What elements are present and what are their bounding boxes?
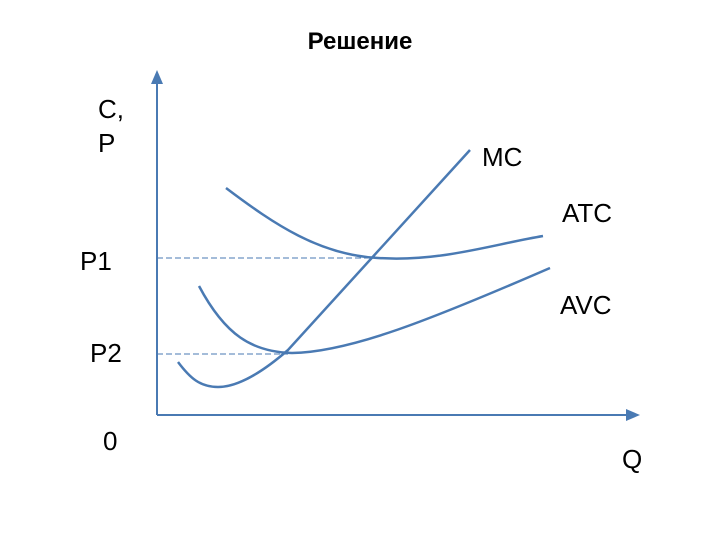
avc-curve bbox=[197, 266, 551, 355]
avc-curve-label: AVC bbox=[560, 290, 612, 320]
origin-label: 0 bbox=[103, 426, 118, 456]
y-axis-label-line-2: P bbox=[98, 128, 116, 158]
atc-curve bbox=[225, 187, 544, 260]
slide-title: Решение bbox=[307, 28, 413, 55]
mc-curve bbox=[177, 149, 471, 389]
atc-curve-label: ATC bbox=[562, 198, 613, 228]
y-axis-label-line-1: C, bbox=[98, 94, 124, 124]
y-axis-label: C, P bbox=[98, 92, 124, 160]
mc-curve-label: MC bbox=[482, 142, 523, 172]
price-label-p2: P2 bbox=[90, 338, 122, 368]
price-label-p1: P1 bbox=[80, 246, 112, 276]
x-axis-label: Q bbox=[622, 444, 643, 474]
